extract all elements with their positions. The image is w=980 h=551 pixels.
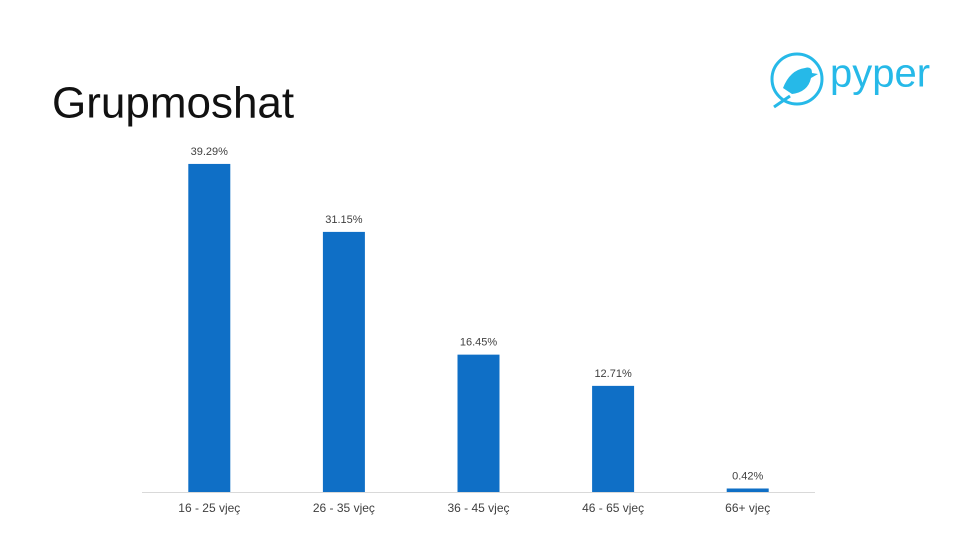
- chart-title: Grupmoshat: [52, 79, 294, 128]
- x-tick-label: 66+ vjeç: [725, 501, 770, 515]
- logo-text: pyper: [830, 52, 930, 96]
- logo-bird: [783, 67, 818, 94]
- logo: pyper: [770, 52, 930, 109]
- bar: [188, 163, 231, 492]
- data-label: 31.15%: [325, 214, 363, 226]
- data-label: 12.71%: [594, 368, 632, 380]
- bar: [592, 385, 635, 492]
- x-tick-label: 36 - 45 vjeç: [447, 501, 509, 515]
- logo-ring: [770, 52, 824, 106]
- logo-tail: [773, 94, 791, 109]
- bar: [457, 354, 500, 492]
- x-tick-label: 26 - 35 vjeç: [313, 501, 375, 515]
- data-label: 0.42%: [732, 470, 763, 482]
- x-tick-label: 16 - 25 vjeç: [178, 501, 240, 515]
- bar: [322, 231, 365, 492]
- x-tick-label: 46 - 65 vjeç: [582, 501, 644, 515]
- data-label: 16.45%: [460, 337, 498, 349]
- data-label: 39.29%: [191, 146, 229, 158]
- bar: [726, 488, 769, 492]
